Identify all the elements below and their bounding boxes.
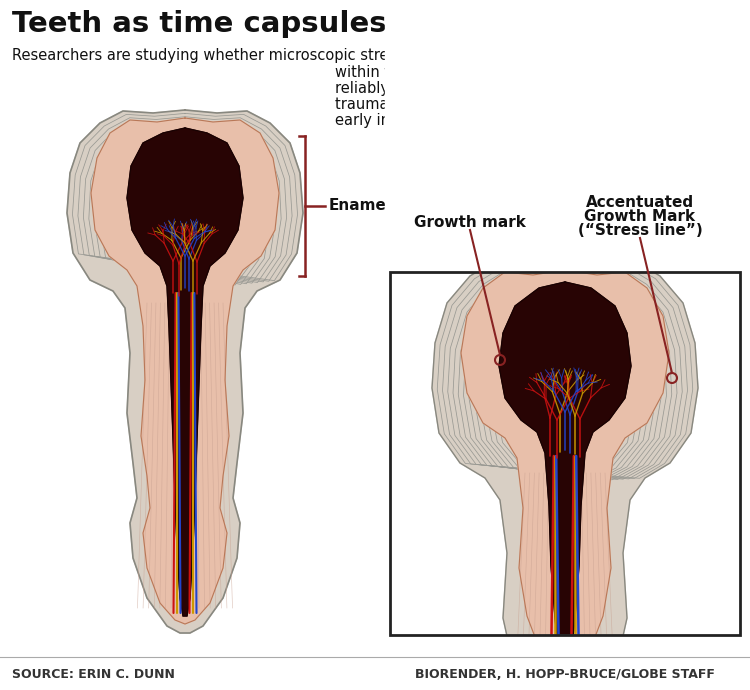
Polygon shape xyxy=(67,110,303,633)
Text: Researchers are studying whether microscopic stress lines: Researchers are studying whether microsc… xyxy=(12,48,443,63)
Text: early intervention is needed.: early intervention is needed. xyxy=(335,113,547,128)
Text: SOURCE: ERIN C. DUNN: SOURCE: ERIN C. DUNN xyxy=(12,668,175,681)
Text: Accentuated: Accentuated xyxy=(586,195,694,210)
Text: reliably pinpoint childhood: reliably pinpoint childhood xyxy=(335,81,530,96)
Text: Growth Mark: Growth Mark xyxy=(584,209,695,224)
Text: within tooth enamel might: within tooth enamel might xyxy=(335,65,530,80)
Text: Growth mark: Growth mark xyxy=(414,215,526,230)
Polygon shape xyxy=(385,0,750,272)
Polygon shape xyxy=(461,270,669,682)
Polygon shape xyxy=(740,272,750,635)
Text: (“Stress line”): (“Stress line”) xyxy=(578,223,702,238)
Polygon shape xyxy=(91,118,279,624)
Polygon shape xyxy=(127,128,243,616)
Polygon shape xyxy=(432,260,698,690)
Bar xyxy=(390,272,740,635)
Text: BIORENDER, H. HOPP-BRUCE/GLOBE STAFF: BIORENDER, H. HOPP-BRUCE/GLOBE STAFF xyxy=(415,668,715,681)
Polygon shape xyxy=(385,635,750,690)
Polygon shape xyxy=(499,282,631,674)
Text: Teeth as time capsules of childhood adversities: Teeth as time capsules of childhood adve… xyxy=(12,10,750,38)
Text: Enamel: Enamel xyxy=(329,199,392,213)
Polygon shape xyxy=(385,272,390,635)
Text: traumas and alert doctors that: traumas and alert doctors that xyxy=(335,97,561,112)
